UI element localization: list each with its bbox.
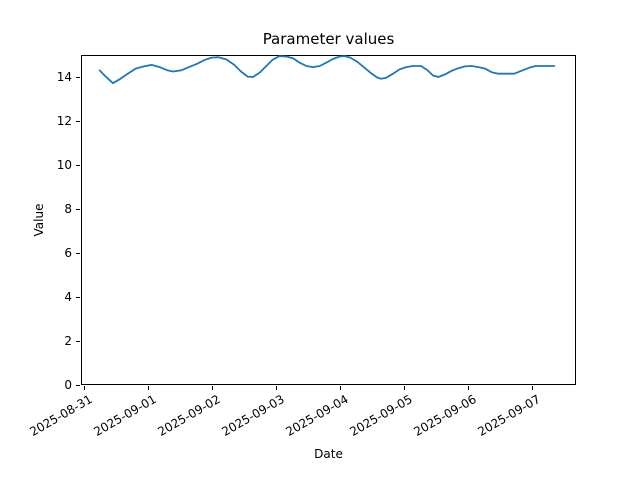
x-tick-label: 2025-09-07 bbox=[475, 392, 543, 439]
x-tick-label: 2025-09-06 bbox=[411, 392, 479, 439]
x-tick-mark bbox=[468, 386, 470, 390]
y-tick-label: 0 bbox=[64, 378, 72, 392]
y-tick-mark bbox=[76, 384, 80, 386]
y-tick-label: 4 bbox=[64, 290, 72, 304]
y-tick-mark bbox=[76, 164, 80, 166]
y-axis-label: Value bbox=[32, 203, 46, 237]
y-tick-mark bbox=[76, 76, 80, 78]
x-tick-label: 2025-09-02 bbox=[155, 392, 223, 439]
x-tick-label: 2025-09-05 bbox=[347, 392, 415, 439]
y-tick-mark bbox=[76, 208, 80, 210]
chart-title: Parameter values bbox=[262, 30, 395, 48]
x-tick-label: 2025-08-31 bbox=[27, 392, 96, 439]
y-tick-mark bbox=[76, 120, 80, 122]
x-tick-label: 2025-09-03 bbox=[219, 392, 287, 439]
x-tick-label: 2025-09-04 bbox=[283, 392, 351, 439]
y-tick-label: 14 bbox=[56, 70, 72, 84]
y-tick-label: 8 bbox=[64, 202, 72, 216]
y-tick-label: 6 bbox=[64, 246, 72, 260]
plot-canvas bbox=[81, 55, 576, 385]
y-tick-label: 2 bbox=[64, 334, 72, 348]
series-line bbox=[98, 55, 556, 85]
axes-border bbox=[81, 55, 576, 385]
x-tick-mark bbox=[84, 386, 86, 390]
y-tick-mark bbox=[76, 296, 80, 298]
x-tick-mark bbox=[532, 386, 534, 390]
y-tick-label: 12 bbox=[56, 114, 72, 128]
x-tick-mark bbox=[340, 386, 342, 390]
y-tick-mark bbox=[76, 340, 80, 342]
x-tick-mark bbox=[276, 386, 278, 390]
x-tick-mark bbox=[212, 386, 214, 390]
x-axis-label: Date bbox=[314, 447, 343, 461]
x-tick-mark bbox=[404, 386, 406, 390]
plot-area bbox=[81, 55, 576, 385]
x-tick-label: 2025-09-01 bbox=[91, 392, 159, 439]
y-tick-label: 10 bbox=[56, 158, 72, 172]
y-tick-mark bbox=[76, 252, 80, 254]
x-tick-mark bbox=[148, 386, 150, 390]
